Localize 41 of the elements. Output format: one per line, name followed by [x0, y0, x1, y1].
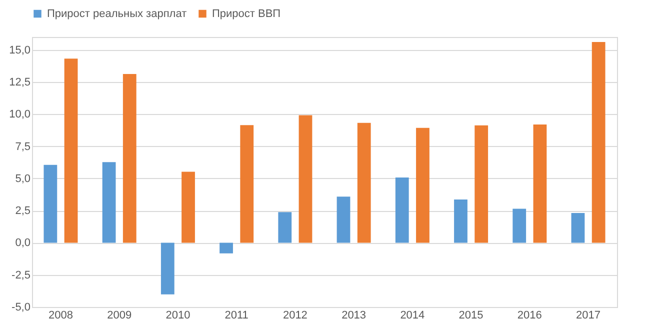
y-tick-label: 5,0 [15, 172, 30, 185]
bar [592, 42, 606, 243]
x-tick-label: 2016 [517, 310, 542, 322]
x-tick-label: 2008 [48, 310, 73, 322]
bar [512, 208, 526, 243]
y-tick-label: 12,5 [9, 76, 30, 88]
bar [44, 164, 58, 243]
bar [454, 200, 468, 243]
bar [220, 242, 233, 254]
bar [474, 125, 488, 243]
x-tick-label: 2010 [166, 310, 190, 322]
x-tick-label: 2014 [400, 310, 425, 322]
bar [395, 178, 409, 243]
bar [571, 213, 585, 243]
y-tick-label: -5,0 [12, 302, 30, 314]
y-tick-label: -2,5 [12, 269, 30, 282]
bar [182, 172, 195, 243]
y-tick-label: 15,0 [9, 44, 30, 56]
bar [240, 125, 254, 243]
y-tick-label: 7,5 [15, 140, 30, 153]
x-tick-label: 2017 [576, 310, 601, 322]
bar [416, 128, 430, 243]
y-tick-label: 2,5 [15, 205, 30, 218]
bar [160, 242, 174, 294]
bar [336, 196, 350, 243]
x-tick-label: 2011 [224, 310, 248, 322]
x-tick-label: 2015 [458, 310, 484, 322]
x-tick-label: 2013 [342, 310, 366, 322]
bar [357, 122, 371, 243]
x-tick-label: 2012 [282, 310, 308, 322]
y-tick-label: 10,0 [9, 108, 30, 121]
y-tick-label: 0,0 [15, 237, 30, 250]
bar [64, 58, 78, 243]
legend-label: Прирост реальных зарплат [47, 8, 187, 20]
legend-label: Прирост ВВП [212, 8, 281, 20]
bar [102, 162, 116, 243]
bar [278, 212, 292, 243]
x-tick-label: 2009 [107, 310, 132, 322]
bar [122, 74, 136, 243]
bar [533, 124, 547, 243]
bar [298, 115, 312, 243]
